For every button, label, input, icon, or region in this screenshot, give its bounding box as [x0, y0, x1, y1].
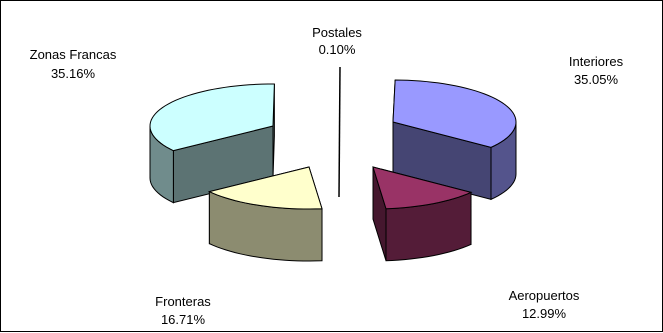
label-zonas-francas-value: 35.16%: [51, 66, 96, 81]
pie-slice-zonas-francas: [149, 83, 275, 152]
label-postales-name: Postales: [312, 25, 362, 40]
label-postales-value: 0.10%: [319, 42, 356, 57]
label-aeropuertos-name: Aeropuertos: [509, 288, 580, 303]
pie-slice-interiores: [392, 79, 517, 148]
label-zonas-francas-name: Zonas Francas: [30, 47, 117, 62]
label-fronteras-name: Fronteras: [155, 294, 211, 309]
label-aeropuertos-value: 12.99%: [522, 306, 567, 321]
label-fronteras-value: 16.71%: [161, 312, 206, 327]
pie-slice-fronteras: [207, 166, 323, 210]
pie-slice-aeropuertos: [372, 166, 473, 210]
postales-leader-line: [338, 66, 341, 198]
label-interiores-name: Interiores: [569, 54, 624, 69]
label-interiores-value: 35.05%: [574, 72, 619, 87]
